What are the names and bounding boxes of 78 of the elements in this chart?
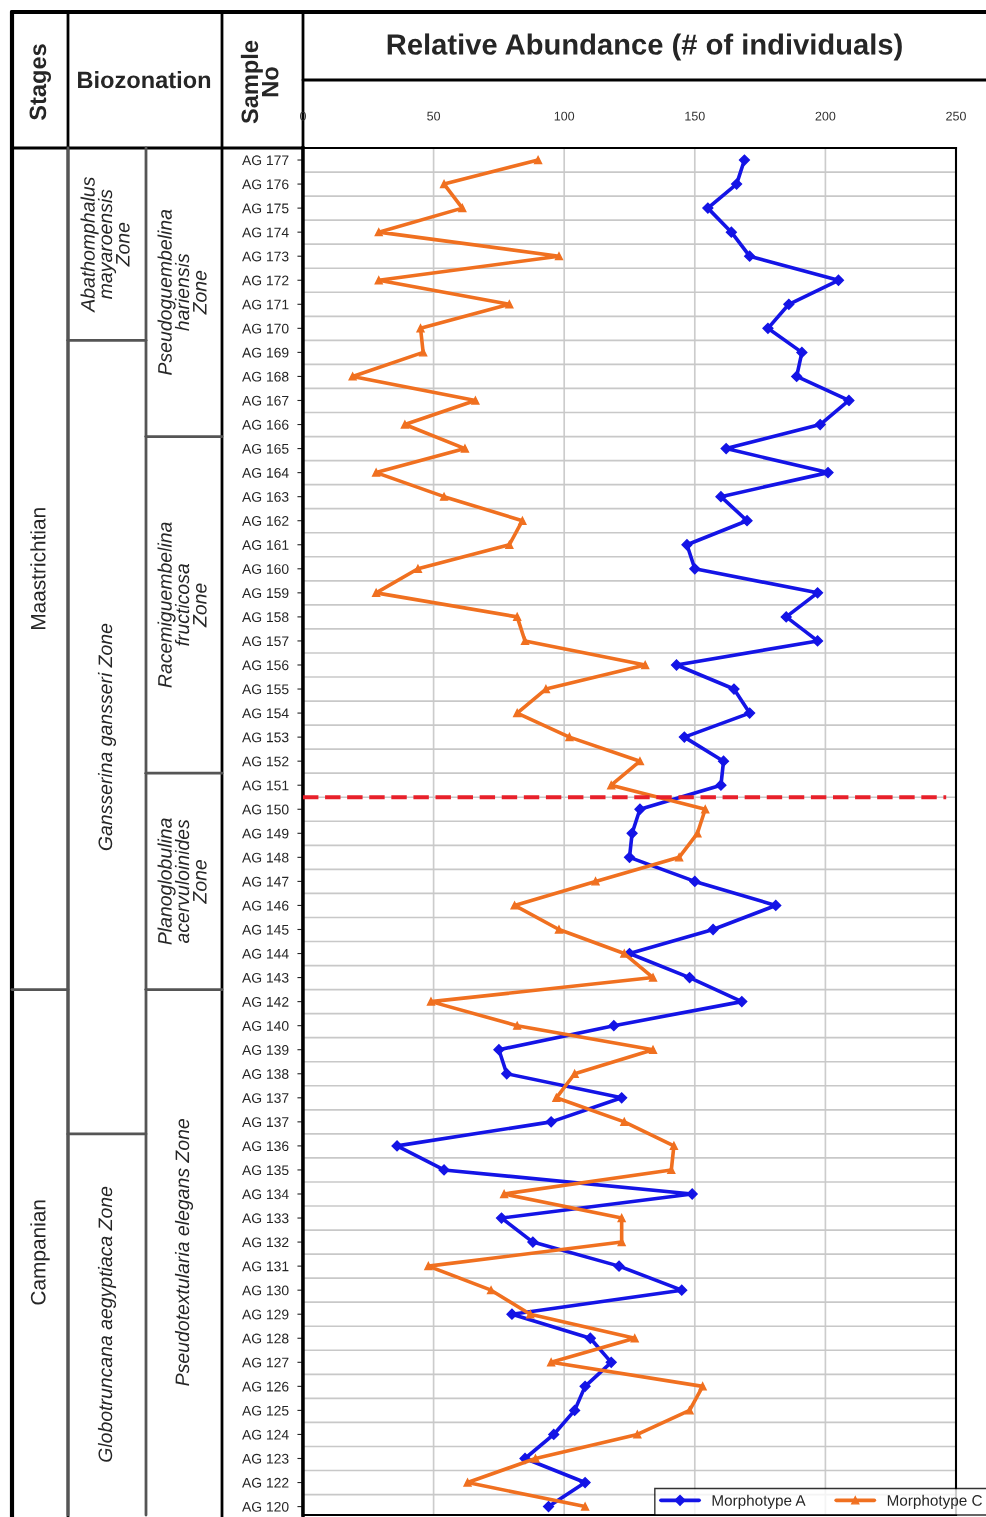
y-tick-label: AG 164 bbox=[242, 467, 289, 478]
y-tick-label: AG 167 bbox=[242, 395, 289, 406]
y-tick-label: AG 144 bbox=[242, 948, 289, 959]
y-tick-label: AG 134 bbox=[242, 1189, 289, 1200]
y-tick-label: AG 175 bbox=[242, 203, 289, 214]
y-tick-label: AG 177 bbox=[242, 155, 289, 166]
y-tick-label: AG 146 bbox=[242, 900, 289, 911]
y-tick-label: AG 152 bbox=[242, 756, 289, 767]
text: Globotruncana aegyptiaca Zone bbox=[97, 1186, 117, 1462]
y-tick-label: AG 123 bbox=[242, 1453, 289, 1464]
y-tick-label: AG 137 bbox=[242, 1093, 289, 1103]
y-tick-label: AG 157 bbox=[242, 636, 289, 647]
y-tick-label: AG 169 bbox=[242, 347, 289, 358]
x-tick-label: 0 bbox=[300, 111, 306, 121]
x-tick-label: 200 bbox=[815, 111, 836, 121]
y-tick-label: AG 136 bbox=[242, 1141, 289, 1152]
y-tick-label: AG 140 bbox=[242, 1021, 289, 1031]
y-tick-label: AG 125 bbox=[242, 1405, 289, 1416]
text: Campanian bbox=[30, 1200, 50, 1305]
y-tick-label: AG 163 bbox=[242, 492, 289, 502]
y-tick-label: AG 130 bbox=[242, 1285, 289, 1296]
y-tick-label: AG 137 bbox=[242, 1117, 289, 1128]
y-tick-label: AG 171 bbox=[242, 299, 289, 310]
y-tick-label: AG 128 bbox=[242, 1333, 289, 1344]
y-tick-label: AG 153 bbox=[242, 732, 289, 743]
legend-label: Morphotype A bbox=[712, 1494, 806, 1509]
y-tick-label: AG 150 bbox=[242, 804, 289, 815]
y-tick-label: AG 158 bbox=[242, 612, 289, 623]
y-tick-label: AG 122 bbox=[242, 1477, 289, 1488]
legend-label: Morphotype C bbox=[887, 1494, 982, 1509]
text: Pseudotextularia elegans Zone bbox=[174, 1118, 194, 1386]
y-tick-label: AG 166 bbox=[242, 419, 289, 430]
y-tick-label: AG 174 bbox=[242, 227, 289, 238]
text: Gansserina gansseri Zone bbox=[97, 623, 117, 851]
x-tick-label: 250 bbox=[946, 111, 966, 121]
y-tick-label: AG 165 bbox=[242, 443, 289, 454]
y-tick-label: AG 170 bbox=[242, 323, 289, 334]
text: Stages bbox=[29, 44, 52, 121]
y-tick-label: AG 173 bbox=[242, 251, 289, 262]
x-tick-label: 100 bbox=[554, 111, 575, 121]
y-tick-label: AG 132 bbox=[242, 1237, 289, 1248]
y-tick-label: AG 149 bbox=[242, 828, 289, 839]
x-tick-label: 150 bbox=[685, 111, 705, 121]
y-tick-label: AG 139 bbox=[242, 1045, 289, 1055]
y-tick-label: AG 124 bbox=[242, 1429, 289, 1440]
text: Abathomphalus mayaroensis Zone bbox=[80, 177, 130, 313]
y-tick-label: AG 126 bbox=[242, 1381, 289, 1392]
y-tick-label: AG 176 bbox=[242, 179, 289, 190]
y-tick-label: AG 129 bbox=[242, 1309, 289, 1320]
text: Biozonation bbox=[78, 71, 211, 89]
y-tick-label: AG 147 bbox=[242, 876, 289, 887]
y-tick-label: AG 135 bbox=[242, 1165, 289, 1176]
text: Maastrichtian bbox=[30, 508, 46, 630]
y-tick-label: AG 133 bbox=[242, 1213, 289, 1224]
y-tick-label: AG 172 bbox=[242, 275, 289, 286]
y-tick-label: AG 131 bbox=[242, 1261, 289, 1272]
y-tick-label: AG 142 bbox=[242, 996, 289, 1007]
y-tick-label: AG 127 bbox=[242, 1357, 289, 1368]
y-tick-label: AG 154 bbox=[242, 708, 289, 719]
y-tick-label: AG 143 bbox=[242, 972, 289, 983]
chart-title: Relative Abundance (# of individuals) bbox=[387, 33, 902, 61]
y-axis-title: Sample No bbox=[240, 40, 279, 124]
y-tick-label: AG 156 bbox=[242, 660, 289, 671]
y-tick-label: AG 145 bbox=[242, 924, 289, 935]
y-tick-label: AG 162 bbox=[242, 516, 289, 526]
y-tick-label: AG 120 bbox=[242, 1501, 289, 1512]
y-tick-label: AG 159 bbox=[242, 588, 289, 599]
x-tick-label: 50 bbox=[427, 111, 441, 121]
y-tick-label: AG 151 bbox=[242, 780, 289, 791]
text: Racemiguembelina fructicosa Zone bbox=[157, 522, 207, 688]
y-tick-label: AG 161 bbox=[242, 540, 289, 550]
y-tick-label: AG 148 bbox=[242, 852, 289, 863]
y-tick-label: AG 160 bbox=[242, 564, 289, 574]
text: Pseudoguembelina hariensis Zone bbox=[157, 209, 207, 375]
y-tick-label: AG 168 bbox=[242, 371, 289, 382]
y-tick-label: AG 138 bbox=[242, 1069, 289, 1079]
text: Planoglobulina acervuloinides Zone bbox=[157, 818, 207, 945]
y-tick-label: AG 155 bbox=[242, 684, 289, 695]
